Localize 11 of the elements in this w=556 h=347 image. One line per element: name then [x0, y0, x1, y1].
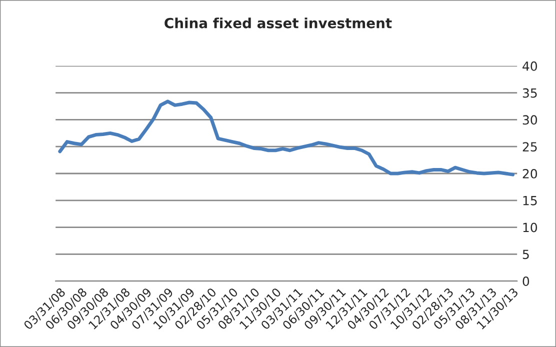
- line-series: [58, 100, 514, 176]
- y-tick-label: 10: [523, 222, 538, 232]
- y-tick-label: 25: [522, 142, 537, 152]
- y-tick-label: 35: [522, 88, 537, 98]
- y-tick-label: 40: [522, 61, 538, 71]
- y-tick-label: 20: [522, 168, 538, 178]
- chart-title: China fixed asset investment: [164, 18, 392, 28]
- y-tick-label: 5: [522, 250, 529, 260]
- y-tick-label: 30: [522, 115, 538, 125]
- y-tick-label: 0: [522, 276, 530, 286]
- y-tick-label: 15: [523, 196, 537, 206]
